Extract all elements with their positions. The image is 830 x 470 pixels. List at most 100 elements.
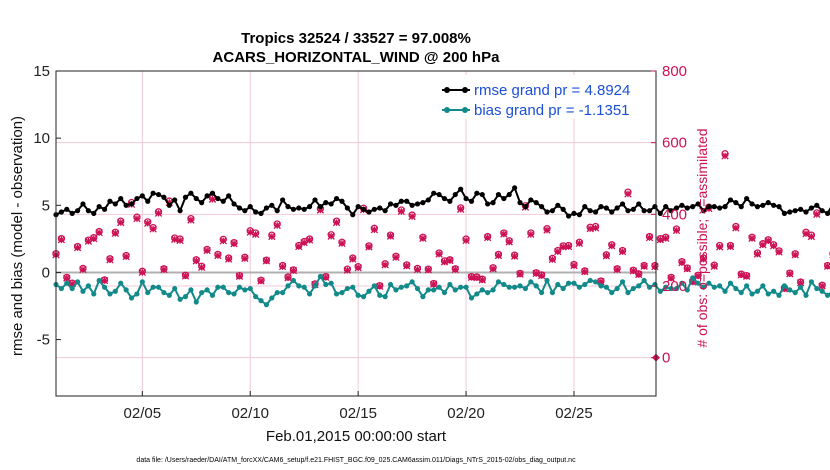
bias-point	[539, 289, 545, 296]
obs-assimilated-point	[775, 248, 783, 256]
obs-assimilated-point	[73, 243, 82, 252]
obs-assimilated-point	[694, 272, 702, 280]
bias-point	[544, 277, 550, 284]
bias-point	[80, 288, 86, 294]
rmse-point	[85, 208, 91, 214]
obs-assimilated-point	[629, 267, 637, 275]
obs-assimilated-point	[262, 257, 271, 265]
obs-assimilated-point	[791, 251, 799, 259]
obs-assimilated-point	[392, 253, 400, 261]
rmse-point	[749, 201, 755, 207]
bias-point	[64, 280, 70, 286]
rmse-point	[236, 205, 243, 211]
rmse-point	[468, 198, 475, 204]
rmse-point	[328, 201, 334, 207]
bias-point	[657, 288, 663, 294]
rmse-point	[387, 201, 394, 207]
rmse-point	[118, 195, 124, 202]
bias-point	[447, 281, 453, 288]
bias-point	[58, 285, 64, 292]
bias-point	[636, 283, 642, 289]
obs-assimilated-point	[149, 225, 157, 233]
rmse-point	[269, 202, 275, 208]
bias-point	[91, 291, 97, 297]
bias-point	[231, 291, 237, 297]
bias-series	[53, 273, 830, 308]
obs-assimilated-point	[710, 262, 718, 270]
obs-assimilated-point	[117, 218, 125, 227]
rmse-point	[695, 201, 701, 207]
rmse-point	[69, 210, 75, 216]
plot-frame	[55, 70, 657, 397]
rmse-point	[339, 198, 345, 204]
obs-assimilated-point	[813, 210, 821, 218]
bias-point	[700, 284, 707, 290]
bias-point	[474, 291, 480, 297]
x-tick-label: 02/05	[124, 405, 162, 422]
bias-point	[738, 289, 744, 296]
rmse-point	[630, 206, 636, 212]
bias-point	[512, 284, 518, 290]
rmse-point	[420, 200, 426, 206]
rmse-point	[425, 197, 431, 203]
obs-assimilated-point	[678, 259, 686, 267]
obs-assimilated-point	[457, 205, 465, 213]
obs-assimilated-point	[284, 274, 292, 282]
obs-assimilated-point	[154, 209, 163, 217]
bias-point	[188, 287, 194, 293]
rmse-point	[679, 202, 685, 208]
y-axis-label-right: # of obs: o=possible; ×=assimilated	[694, 128, 710, 347]
bias-point	[690, 275, 696, 281]
obs-assimilated-point	[575, 239, 584, 248]
y-tick-label-right: 200	[662, 278, 687, 295]
rmse-point	[306, 204, 313, 210]
bias-point	[598, 283, 604, 289]
rmse-point	[571, 210, 577, 216]
obs-assimilated-point	[656, 236, 664, 244]
bias-point	[355, 292, 361, 298]
bias-point	[717, 283, 723, 289]
rmse-point	[414, 201, 421, 207]
obs-assimilated-point	[305, 236, 314, 244]
y-tick-label-left: 5	[42, 197, 50, 214]
bias-point	[366, 288, 372, 294]
obs-assimilated-point	[823, 262, 830, 270]
bias-point	[582, 281, 588, 288]
rmse-point	[587, 208, 593, 214]
obs-assimilated-point	[483, 233, 492, 242]
bias-point	[673, 285, 680, 292]
obs-assimilated-point	[672, 226, 681, 235]
bias-point	[814, 285, 820, 292]
obs-assimilated-point	[192, 257, 200, 265]
rmse-point	[754, 204, 761, 210]
bias-point	[754, 288, 761, 294]
legend-box	[436, 75, 651, 119]
grid-lines	[56, 70, 656, 396]
obs-assimilated-point	[230, 240, 238, 248]
rmse-point	[64, 206, 70, 212]
rmse-point	[101, 206, 108, 212]
obs-assimilated-point	[662, 234, 670, 242]
bias-point	[118, 280, 124, 286]
bias-point	[280, 289, 286, 296]
x-axis-label: Feb.01,2015 00:00:00 start	[266, 428, 447, 445]
legend-bias-marker	[462, 107, 468, 113]
rmse-point	[598, 204, 604, 210]
rmse-point	[350, 212, 356, 218]
obs-assimilated-point	[349, 255, 357, 263]
bias-point	[328, 280, 334, 286]
bias-point	[425, 287, 431, 293]
bias-point	[96, 277, 102, 284]
rmse-point	[528, 197, 534, 203]
obs-assimilated-point	[510, 252, 519, 260]
rmse-point	[781, 210, 788, 216]
obs-assimilated-point	[408, 212, 416, 221]
obs-assimilated-point	[532, 269, 540, 278]
rmse-point	[711, 204, 717, 210]
rmse-point	[377, 205, 383, 211]
bias-point	[727, 280, 734, 286]
rmse-point	[280, 197, 286, 203]
bias-point	[787, 287, 793, 293]
bias-point	[215, 284, 221, 290]
bias-point	[646, 284, 653, 290]
